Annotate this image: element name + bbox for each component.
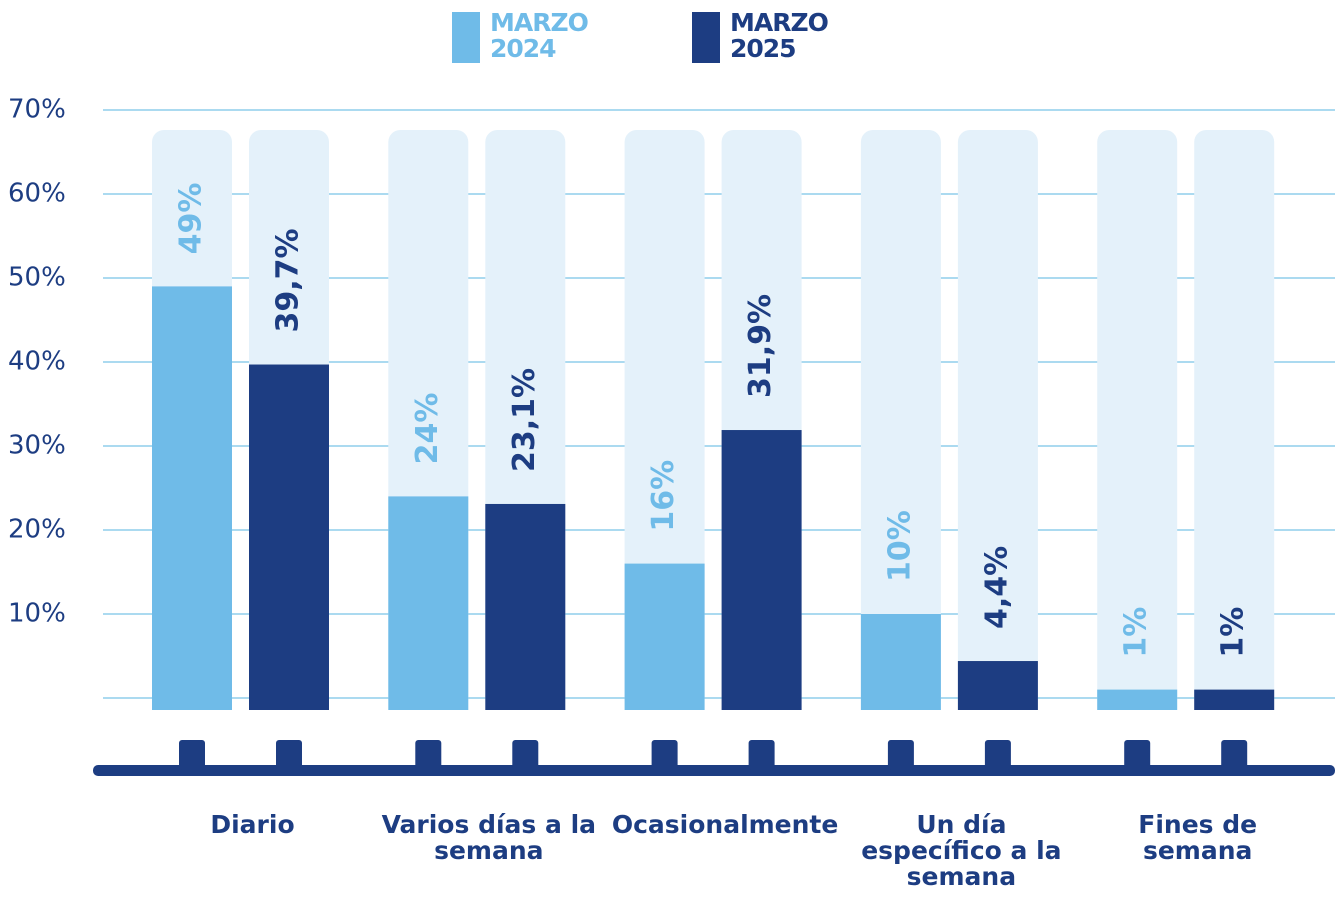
axis-tab (984, 740, 1011, 770)
value-label: 1% (1119, 607, 1154, 658)
bar-track (957, 130, 1038, 710)
y-tick-label: 20% (8, 515, 66, 545)
axis-tab (512, 740, 539, 770)
bar (249, 364, 329, 710)
axis-tab (887, 740, 914, 770)
y-tick-label: 60% (8, 179, 66, 209)
axis-tab (179, 740, 205, 770)
y-tick-label: 30% (8, 431, 66, 461)
x-tick-label: Ocasionalmente (611, 810, 839, 839)
value-label: 4,4% (979, 546, 1014, 629)
value-label: 10% (882, 510, 917, 582)
bar (1194, 689, 1275, 710)
bar (485, 503, 566, 710)
legend-swatch (452, 12, 480, 63)
axis-tab (1124, 740, 1151, 770)
bar (860, 614, 941, 710)
bar (1097, 689, 1178, 710)
bar (957, 661, 1038, 710)
x-tick-label: Diario (210, 810, 295, 839)
value-label: 23,1% (507, 368, 542, 472)
value-label: 24% (410, 393, 445, 465)
y-tick-label: 10% (8, 599, 66, 629)
axis-tab (748, 740, 775, 770)
axis-bar (93, 765, 1335, 776)
bar-track (1194, 130, 1275, 710)
x-tick-label: Un día específico a la semana (861, 810, 1062, 891)
bar (624, 563, 705, 710)
axis-tab (1221, 740, 1248, 770)
legend-swatch (692, 12, 720, 63)
axis-tab (276, 740, 302, 770)
bar (721, 430, 802, 710)
value-label: 39,7% (271, 228, 306, 332)
y-tick-label: 70% (8, 95, 66, 125)
y-tick-label: 50% (8, 263, 66, 293)
bar (152, 286, 232, 710)
axis-tab (651, 740, 678, 770)
value-label: 31,9% (743, 294, 778, 398)
legend-label: MARZO 2024 (490, 8, 589, 63)
y-tick-label: 40% (8, 347, 66, 377)
value-label: 16% (646, 460, 681, 532)
axis-tab (415, 740, 442, 770)
value-label: 49% (174, 183, 209, 255)
value-label: 1% (1216, 607, 1251, 658)
bar-track (860, 130, 941, 710)
x-tick-label: Varios días a la semana (381, 810, 597, 865)
bar (388, 496, 469, 710)
legend-label: MARZO 2025 (730, 8, 829, 63)
bar-track (1097, 130, 1178, 710)
x-tick-label: Fines de semana (1138, 810, 1258, 865)
